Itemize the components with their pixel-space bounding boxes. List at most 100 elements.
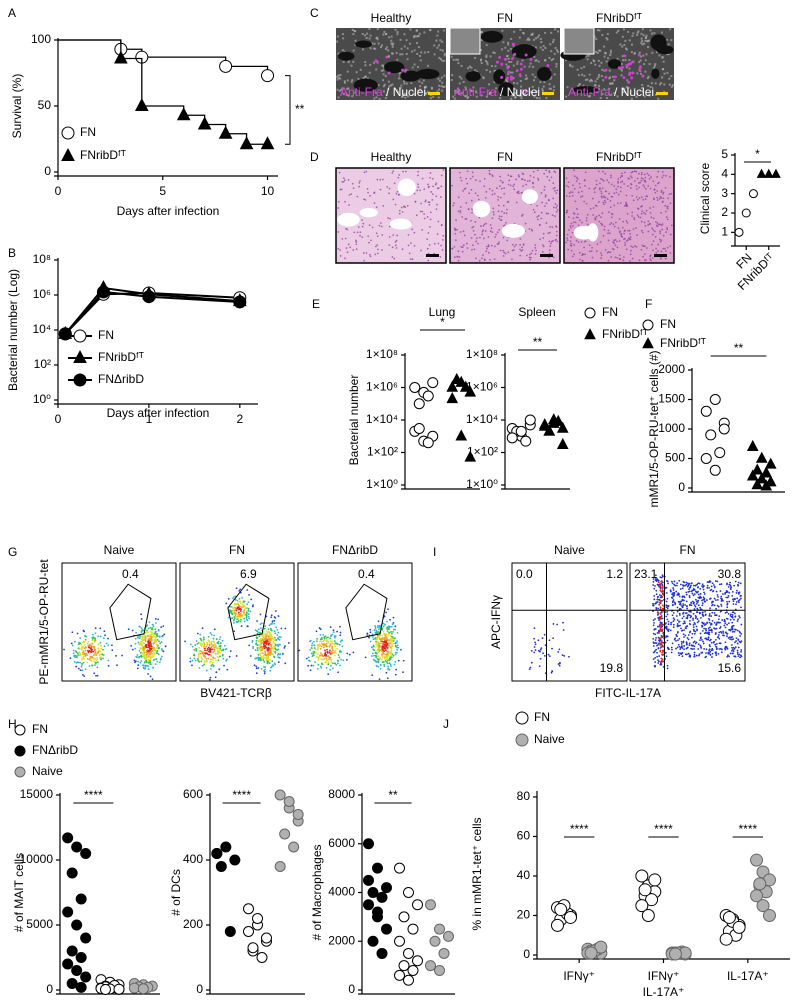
event-dot [688,623,691,625]
event-dot [151,628,154,631]
cell [413,231,416,234]
nuclei [616,57,619,60]
cell [491,193,494,196]
event-dot [196,632,199,635]
data-point [403,887,414,898]
nuclei [548,87,551,90]
nuclei [654,82,657,85]
panel-letter: D [310,150,319,164]
cell [344,257,346,260]
data-point [394,862,405,874]
event-dot [151,678,154,681]
cell [528,256,531,259]
event-dot [731,590,734,593]
cell [627,229,629,232]
event-dot [216,653,218,655]
nuclei [368,37,371,40]
data-point [645,893,659,907]
event-dot [138,656,140,659]
legend-label: FNΔribD [98,372,144,386]
event-dot [727,586,730,588]
cell [621,172,623,175]
event-dot [716,594,719,596]
nuclei [598,29,601,32]
cell [634,245,637,247]
event-dot [223,664,225,667]
nuclei [495,87,498,90]
cell [665,216,668,218]
event-dot [268,633,271,635]
event-dot [701,583,704,586]
cell [488,172,491,175]
cell [487,236,490,238]
cell [656,176,659,178]
event-dot [339,634,342,637]
nuclei [342,37,345,40]
event-dot [345,658,348,661]
event-dot [562,621,564,624]
event-dot [551,647,553,650]
event-dot [378,635,380,637]
cell [613,242,616,245]
nuclei [392,42,395,45]
nuclei [533,95,536,98]
event-dot [384,646,386,648]
nuclei [531,73,534,76]
nuclei [341,49,344,52]
cell [512,243,514,246]
data-point [219,59,233,73]
event-dot [239,605,241,608]
gate [109,583,152,641]
bacteria-signal [631,71,635,75]
nuclei [505,63,508,66]
event-dot [727,622,730,624]
data-point [62,832,74,844]
event-dot [242,611,245,614]
event-dot [275,626,278,629]
bacteria-signal [513,52,517,56]
event-dot [233,630,236,633]
cell [454,232,457,235]
bacteria-signal [628,71,632,75]
nuclei [602,79,605,82]
event-dot [703,593,706,595]
event-dot [236,606,239,609]
cell [623,205,626,208]
nuclei [640,55,643,58]
cell [581,195,584,198]
data-point [372,862,383,874]
event-dot [732,598,734,601]
nuclei [450,79,453,82]
panel-letter: C [310,6,319,20]
event-dot [392,630,394,633]
event-dot [533,637,535,640]
cell [584,184,586,187]
nuclei [661,56,664,59]
cell [427,232,430,234]
event-dot [388,668,391,671]
event-dot [145,650,148,653]
event-dot [538,665,541,668]
event-dot [324,635,327,638]
alveolus [397,178,416,197]
event-dot [102,654,105,656]
data-point [224,926,236,937]
event-dot [717,636,720,638]
data-point [438,947,450,959]
cell [569,226,572,229]
nuclei [630,51,633,54]
event-dot [709,653,712,656]
cell [651,243,653,246]
event-dot [204,647,206,650]
cell [440,174,443,177]
nuclei [482,76,485,79]
cell [460,179,463,182]
legend-marker [14,724,26,736]
event-dot [305,657,308,660]
event-dot [94,637,96,640]
cell [494,236,497,238]
legend-label: FN [80,125,96,139]
nuclei [541,88,544,91]
cell [601,196,603,199]
nuclei [458,75,461,78]
